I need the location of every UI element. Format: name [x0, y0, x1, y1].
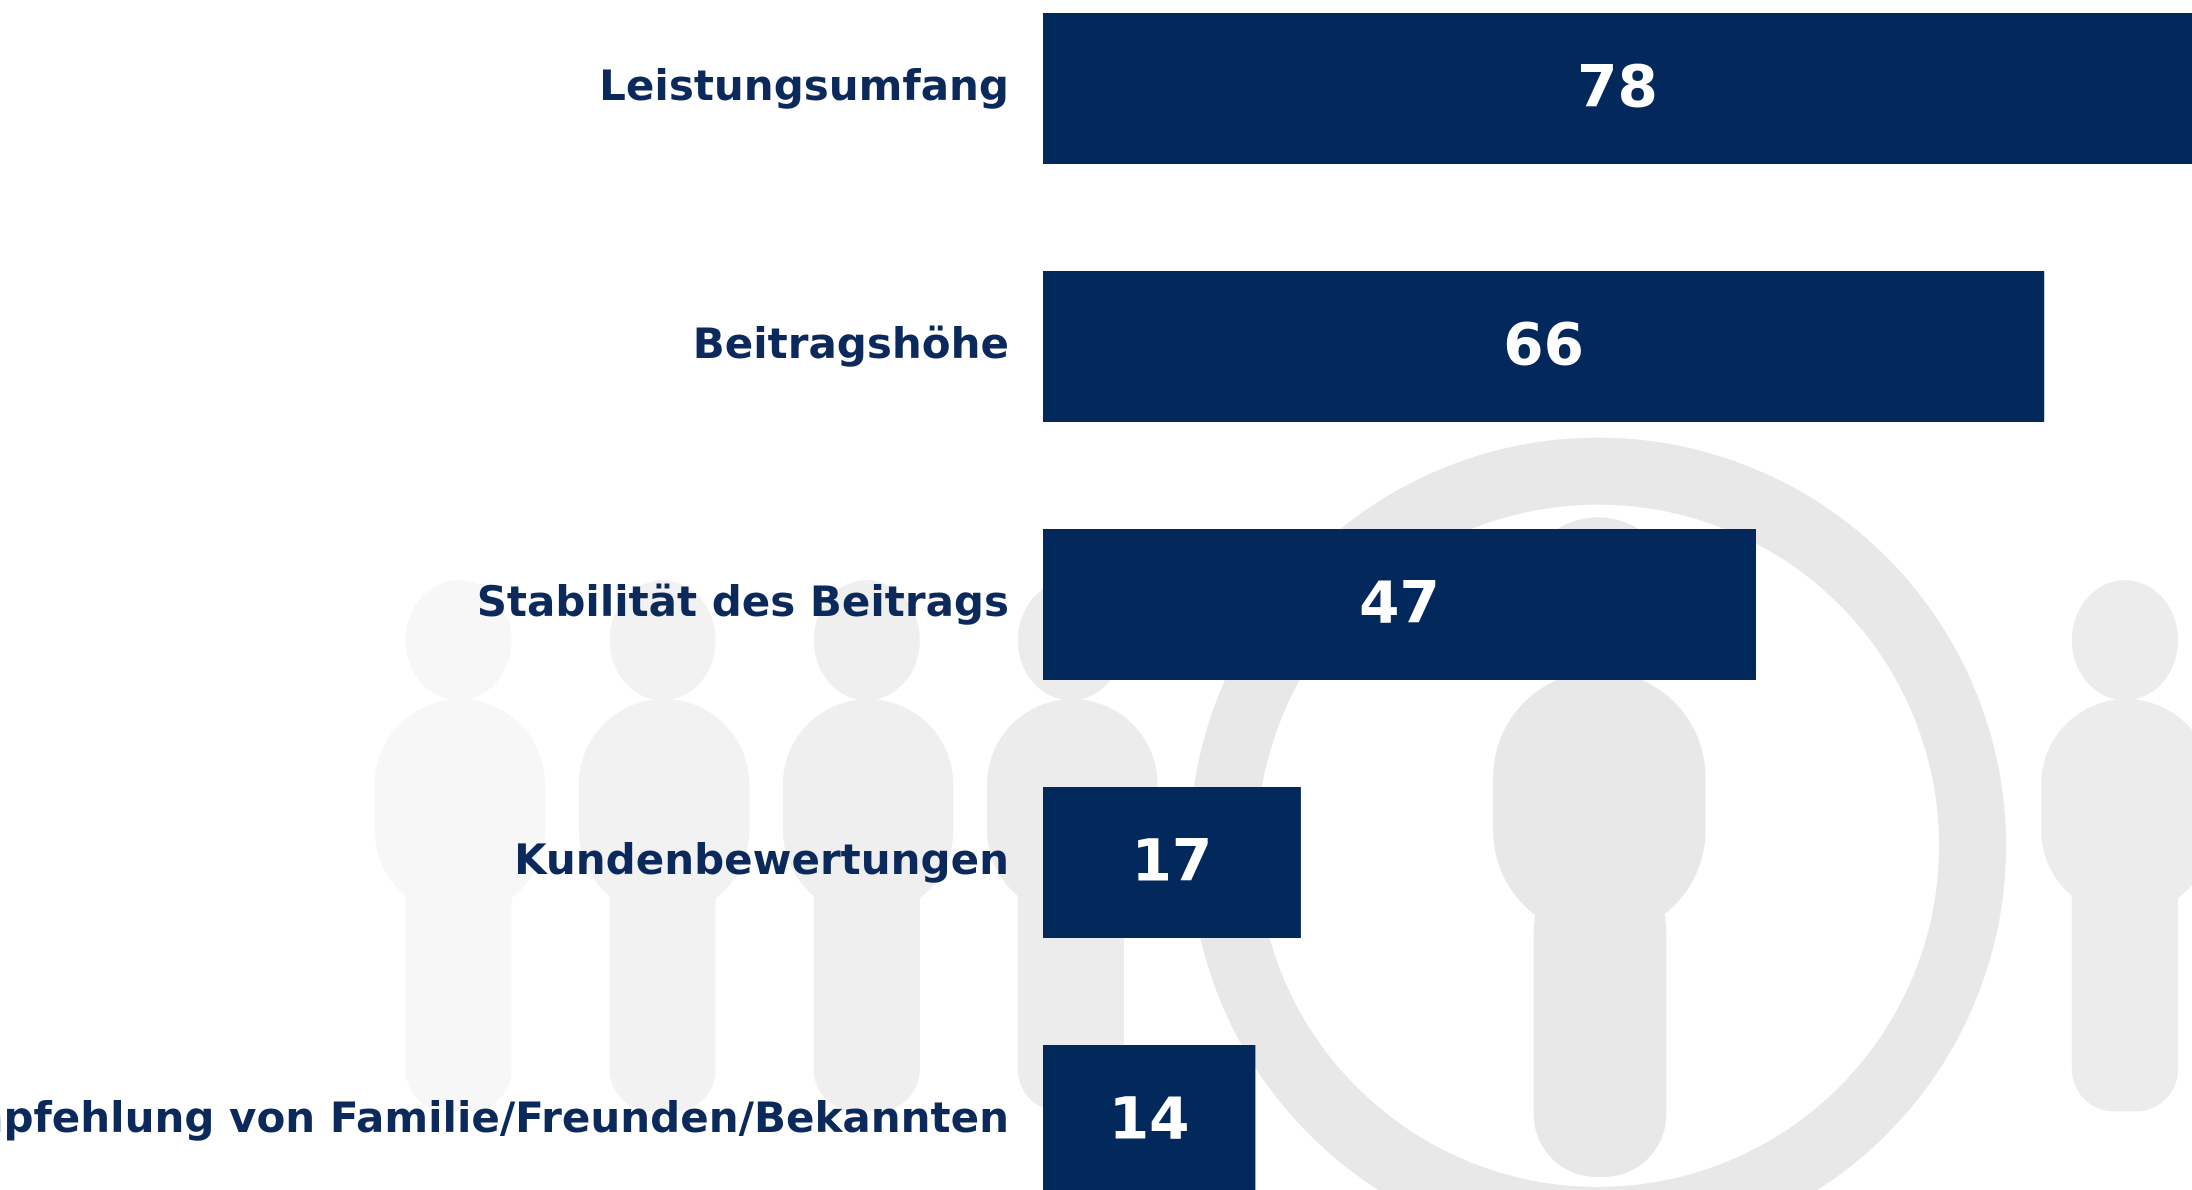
page: {"chart_data": {"type": "bar", "orientat…: [0, 0, 2192, 1190]
category-label: Empfehlung von Familie/Freunden/Bekannte…: [0, 1093, 1009, 1142]
value-label: 47: [1359, 569, 1440, 637]
category-label: Beitragshöhe: [693, 319, 1009, 368]
person-icon: [2041, 580, 2192, 1111]
category-label: Leistungsumfang: [599, 61, 1009, 110]
chart: 78 66 47 17 14 Leistungsumfang Beitragshöhe St…: [0, 0, 2192, 1190]
value-label: 14: [1109, 1085, 1190, 1153]
category-label: Stabilität des Beitrags: [477, 577, 1009, 626]
category-label: Kundenbewertungen: [514, 835, 1009, 884]
value-label: 78: [1577, 53, 1658, 121]
value-label: 17: [1132, 827, 1213, 895]
value-label: 66: [1503, 311, 1584, 379]
